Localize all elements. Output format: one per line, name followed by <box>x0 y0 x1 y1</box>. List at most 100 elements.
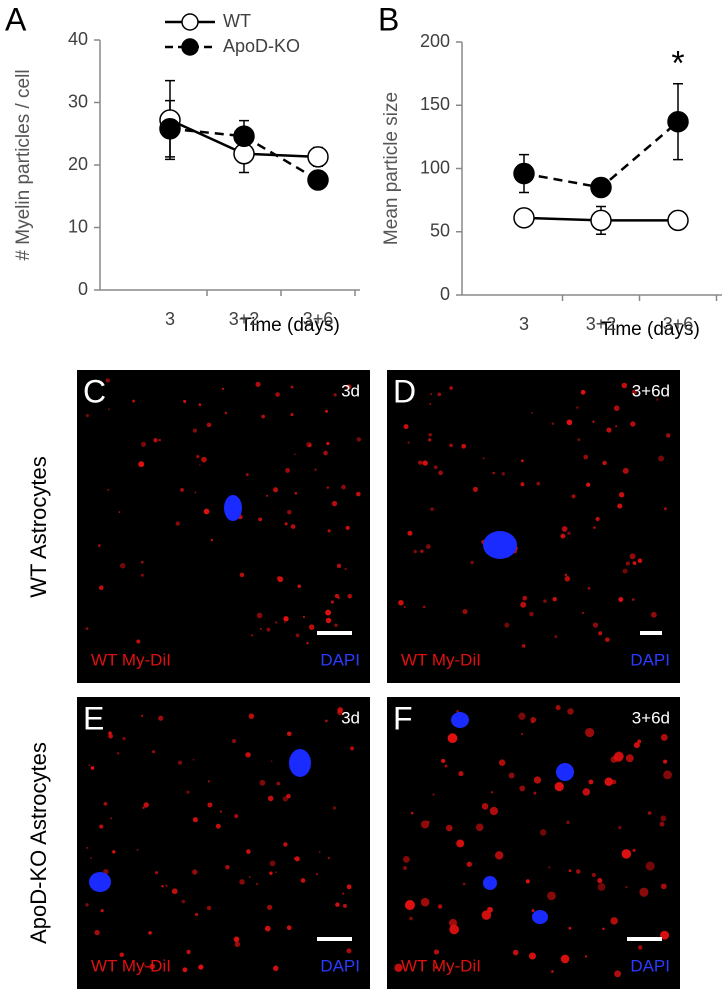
myelin-particle <box>525 879 530 884</box>
myelin-particle <box>632 598 635 601</box>
myelin-particle <box>622 568 628 574</box>
myelin-particle <box>260 628 262 630</box>
micrograph-bg <box>387 370 680 683</box>
myelin-particle <box>267 795 274 802</box>
myelin-particle <box>314 468 317 471</box>
myelin-particle <box>85 627 89 631</box>
myelin-particle <box>132 399 135 403</box>
myelin-particle <box>518 712 526 720</box>
myelin-particle <box>462 608 468 615</box>
myelin-particle <box>345 525 350 531</box>
myelin-particle <box>597 878 603 884</box>
myelin-particle <box>192 758 195 761</box>
panel-letter: B <box>378 1 399 37</box>
myelin-particle <box>306 441 312 448</box>
myelin-particle <box>656 398 659 401</box>
myelin-particle <box>108 731 112 735</box>
myelin-particle <box>501 472 505 476</box>
myelin-particle <box>597 883 606 891</box>
myelin-particle <box>449 386 453 390</box>
x-axis-label: Time (days) <box>600 319 700 340</box>
myelin-particle <box>302 615 306 618</box>
myelin-particle <box>276 575 281 581</box>
myelin-particle <box>621 849 632 859</box>
myelin-particle <box>615 425 618 428</box>
myelin-particle <box>645 861 655 871</box>
myelin-particle <box>108 733 113 739</box>
row-label: ApoD-KO Astrocytes <box>26 742 51 944</box>
myelin-particle <box>346 384 352 390</box>
myelin-particle <box>86 846 88 849</box>
myelin-particle <box>116 751 120 755</box>
myelin-particle <box>566 820 570 825</box>
myelin-particle <box>342 903 347 908</box>
myelin-particle <box>567 531 571 535</box>
x-axis-label: Time (days) <box>240 315 340 336</box>
myelin-particle <box>284 522 288 526</box>
myelin-particle <box>560 533 566 539</box>
myelin-particle <box>577 438 581 442</box>
myelin-particle <box>554 782 564 792</box>
myelin-particle <box>221 387 225 390</box>
myelin-particle <box>606 427 612 433</box>
y-tick-label: 0 <box>78 279 88 299</box>
myelin-particle <box>90 766 95 770</box>
y-tick-label: 0 <box>440 284 450 304</box>
y-axis-label: Mean particle size <box>381 92 402 245</box>
legend-label: ApoD-KO <box>223 36 300 56</box>
dye-label: WT My-DiI <box>91 956 171 975</box>
myelin-particle <box>112 850 116 854</box>
myelin-particle <box>308 624 315 630</box>
myelin-particle <box>447 733 458 744</box>
myelin-particle <box>259 779 266 786</box>
myelin-particle <box>663 770 673 780</box>
data-point <box>307 146 329 168</box>
myelin-particle <box>539 829 547 836</box>
myelin-particle <box>286 793 291 799</box>
myelin-particle <box>618 492 625 498</box>
panel-letter: F <box>393 700 413 736</box>
myelin-particle <box>143 964 146 967</box>
myelin-particle <box>140 714 144 717</box>
myelin-particle <box>548 866 551 869</box>
myelin-particle <box>350 746 354 751</box>
myelin-particle <box>136 639 141 644</box>
myelin-particle <box>585 727 595 738</box>
y-tick-label: 200 <box>420 31 450 51</box>
myelin-particle <box>342 892 345 895</box>
myelin-particle <box>283 621 286 624</box>
nucleus <box>483 876 497 890</box>
myelin-particle <box>224 411 228 415</box>
myelin-particle <box>186 790 190 794</box>
myelin-particle <box>591 872 596 878</box>
myelin-particle <box>520 601 527 608</box>
myelin-particle <box>598 631 603 636</box>
myelin-particle <box>528 952 537 960</box>
myelin-particle <box>248 713 255 719</box>
myelin-particle <box>429 403 432 406</box>
data-point <box>233 125 255 147</box>
myelin-particle <box>248 876 251 878</box>
myelin-particle <box>285 468 291 473</box>
myelin-particle <box>445 824 453 832</box>
x-tick-label: 3 <box>165 309 175 329</box>
myelin-particle <box>613 405 620 412</box>
x-tick-label: 3+2 <box>229 309 260 329</box>
myelin-particle <box>568 869 572 873</box>
legend-marker <box>181 38 199 56</box>
myelin-particle <box>576 406 579 409</box>
myelin-particle <box>119 562 126 569</box>
myelin-particle <box>105 378 110 383</box>
myelin-particle <box>582 788 591 796</box>
myelin-particle <box>347 594 353 599</box>
myelin-particle <box>335 902 340 907</box>
myelin-particle <box>659 821 665 827</box>
myelin-particle <box>239 572 245 578</box>
myelin-particle <box>433 949 440 955</box>
nucleus <box>451 712 469 728</box>
myelin-particle <box>98 544 101 547</box>
myelin-particle <box>295 633 300 638</box>
panel-letter: A <box>5 1 27 37</box>
myelin-particle <box>122 736 126 741</box>
